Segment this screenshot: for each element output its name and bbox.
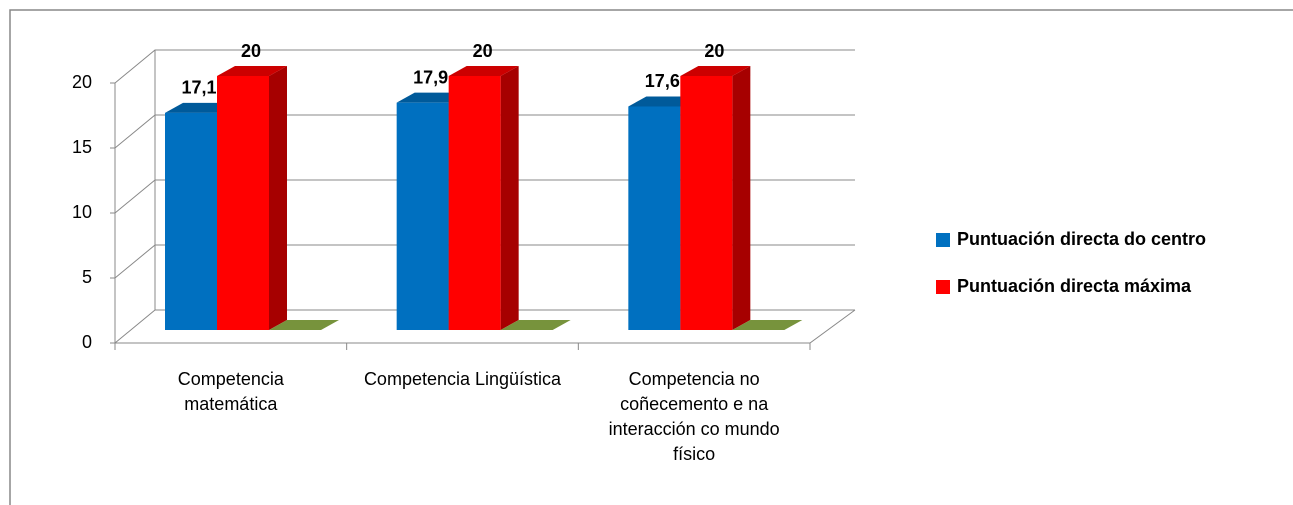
bar-top xyxy=(217,66,287,76)
value-label: 17,1 xyxy=(181,78,216,98)
y-tick-label: 10 xyxy=(72,202,92,222)
bar xyxy=(680,76,733,330)
y-tick-label: 20 xyxy=(72,72,92,92)
grid-line xyxy=(114,309,855,344)
y-tick-label: 15 xyxy=(72,137,92,157)
bar-floor xyxy=(732,320,803,330)
bar-side xyxy=(732,66,751,330)
grid-line xyxy=(114,114,855,149)
bar xyxy=(628,106,681,330)
bar xyxy=(217,76,269,330)
value-label: 17,6 xyxy=(645,71,680,91)
bar xyxy=(396,102,449,330)
bar xyxy=(448,76,501,330)
bar-side xyxy=(269,66,287,330)
x-tick-label: Competencia Lingüística xyxy=(363,369,562,389)
legend-swatch xyxy=(936,233,950,247)
value-label: 20 xyxy=(241,41,261,61)
value-label: 17,9 xyxy=(413,67,448,87)
bar-floor xyxy=(269,320,339,330)
chart-border xyxy=(9,9,1293,505)
bar-floor xyxy=(500,320,571,330)
y-tick-label: 0 xyxy=(82,332,92,352)
x-tick-label: Competencia matemática xyxy=(177,369,284,414)
bar-top xyxy=(448,66,519,76)
legend-label: Puntuación directa do centro xyxy=(957,229,1206,249)
y-tick-label: 5 xyxy=(82,267,92,287)
legend-label: Puntuación directa máxima xyxy=(957,276,1192,296)
bar xyxy=(165,112,217,330)
grid-line xyxy=(114,244,855,279)
value-label: 20 xyxy=(704,41,724,61)
bar-side xyxy=(500,66,519,330)
grid-line xyxy=(114,49,855,84)
grid-line xyxy=(114,179,855,214)
legend-swatch xyxy=(936,280,950,294)
bar-top xyxy=(680,66,751,76)
value-label: 20 xyxy=(473,41,493,61)
x-tick-label: Competencia no coñecemento e na interacc… xyxy=(608,369,780,464)
